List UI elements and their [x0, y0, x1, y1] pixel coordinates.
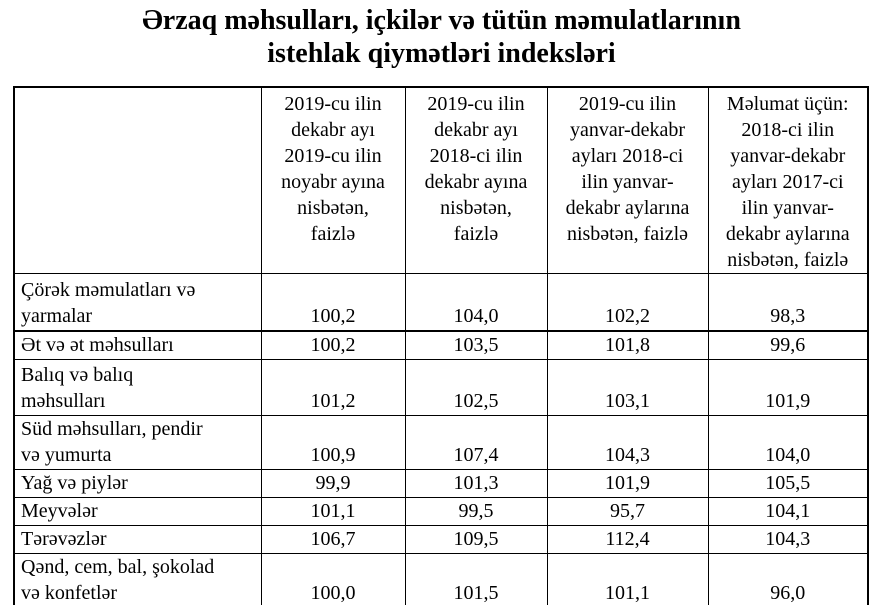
row-label: Süd məhsulları, pendir və yumurta [13, 414, 262, 470]
page-title: Ərzaq məhsulları, içkilər və tütün məmul… [0, 0, 883, 70]
row-label: Ət və ət məhsulları [13, 330, 262, 360]
table-row: Meyvələr 101,1 99,5 95,7 104,1 [13, 496, 869, 526]
row-label: Tərəvəzlər [13, 524, 262, 554]
cell-value: 100,9 [260, 414, 406, 470]
row-label: Qənd, cem, bal, şokolad və konfetlər [13, 552, 262, 605]
cell-value: 102,2 [546, 273, 709, 332]
cell-value: 99,6 [707, 330, 869, 360]
cell-value: 101,3 [404, 468, 548, 498]
page-title-line-1: Ərzaq məhsulları, içkilər və tütün məmul… [142, 5, 741, 36]
cell-value: 96,0 [707, 552, 869, 605]
cpi-table: 2019-cu ilin dekabr ayı 2019-cu ilin noy… [13, 86, 869, 605]
cell-value: 106,7 [260, 524, 406, 554]
cell-value: 101,9 [707, 358, 869, 416]
cell-value: 101,5 [404, 552, 548, 605]
cell-value: 98,3 [707, 273, 869, 332]
table-row: Süd məhsulları, pendir və yumurta 100,9 … [13, 414, 869, 470]
table-row: Yağ və piylər 99,9 101,3 101,9 105,5 [13, 468, 869, 498]
col-header-dec2019-vs-dec2018: 2019-cu ilin dekabr ayı 2018-ci ilin dek… [404, 86, 548, 274]
header-row: 2019-cu ilin dekabr ayı 2019-cu ilin noy… [13, 86, 869, 274]
cell-value: 104,3 [546, 414, 709, 470]
table-row: Balıq və balıq məhsulları 101,2 102,5 10… [13, 358, 869, 416]
row-label: Yağ və piylər [13, 468, 262, 498]
row-label: Çörək məmulatları və yarmalar [13, 273, 262, 332]
row-label: Meyvələr [13, 496, 262, 526]
col-header-dec2019-vs-nov2019: 2019-cu ilin dekabr ayı 2019-cu ilin noy… [260, 86, 406, 274]
cell-value: 104,0 [707, 414, 869, 470]
cell-value: 95,7 [546, 496, 709, 526]
cell-value: 101,8 [546, 330, 709, 360]
page-title-line-2: istehlak qiymətləri indeksləri [267, 38, 616, 69]
cell-value: 100,0 [260, 552, 406, 605]
row-label: Balıq və balıq məhsulları [13, 358, 262, 416]
table-row: Ət və ət məhsulları 100,2 103,5 101,8 99… [13, 330, 869, 360]
cell-value: 103,5 [404, 330, 548, 360]
cell-value: 100,2 [260, 330, 406, 360]
cell-value: 104,1 [707, 496, 869, 526]
cell-value: 100,2 [260, 273, 406, 332]
table-row: Tərəvəzlər 106,7 109,5 112,4 104,3 [13, 524, 869, 554]
cell-value: 104,3 [707, 524, 869, 554]
col-header-jan-dec2018-vs-2017: Məlumat üçün: 2018-ci ilin yanvar-dekabr… [707, 86, 869, 274]
cell-value: 102,5 [404, 358, 548, 416]
cell-value: 109,5 [404, 524, 548, 554]
cell-value: 101,1 [546, 552, 709, 605]
cell-value: 101,9 [546, 468, 709, 498]
corner-cell [13, 86, 262, 274]
table-row: Qənd, cem, bal, şokolad və konfetlər 100… [13, 552, 869, 605]
cell-value: 104,0 [404, 273, 548, 332]
cell-value: 101,2 [260, 358, 406, 416]
cell-value: 107,4 [404, 414, 548, 470]
table-row: Çörək məmulatları və yarmalar 100,2 104,… [13, 273, 869, 332]
cell-value: 112,4 [546, 524, 709, 554]
cell-value: 101,1 [260, 496, 406, 526]
cell-value: 99,9 [260, 468, 406, 498]
cell-value: 105,5 [707, 468, 869, 498]
cell-value: 99,5 [404, 496, 548, 526]
cell-value: 103,1 [546, 358, 709, 416]
col-header-jan-dec2019-vs-2018: 2019-cu ilin yanvar-dekabr ayları 2018-c… [546, 86, 709, 274]
